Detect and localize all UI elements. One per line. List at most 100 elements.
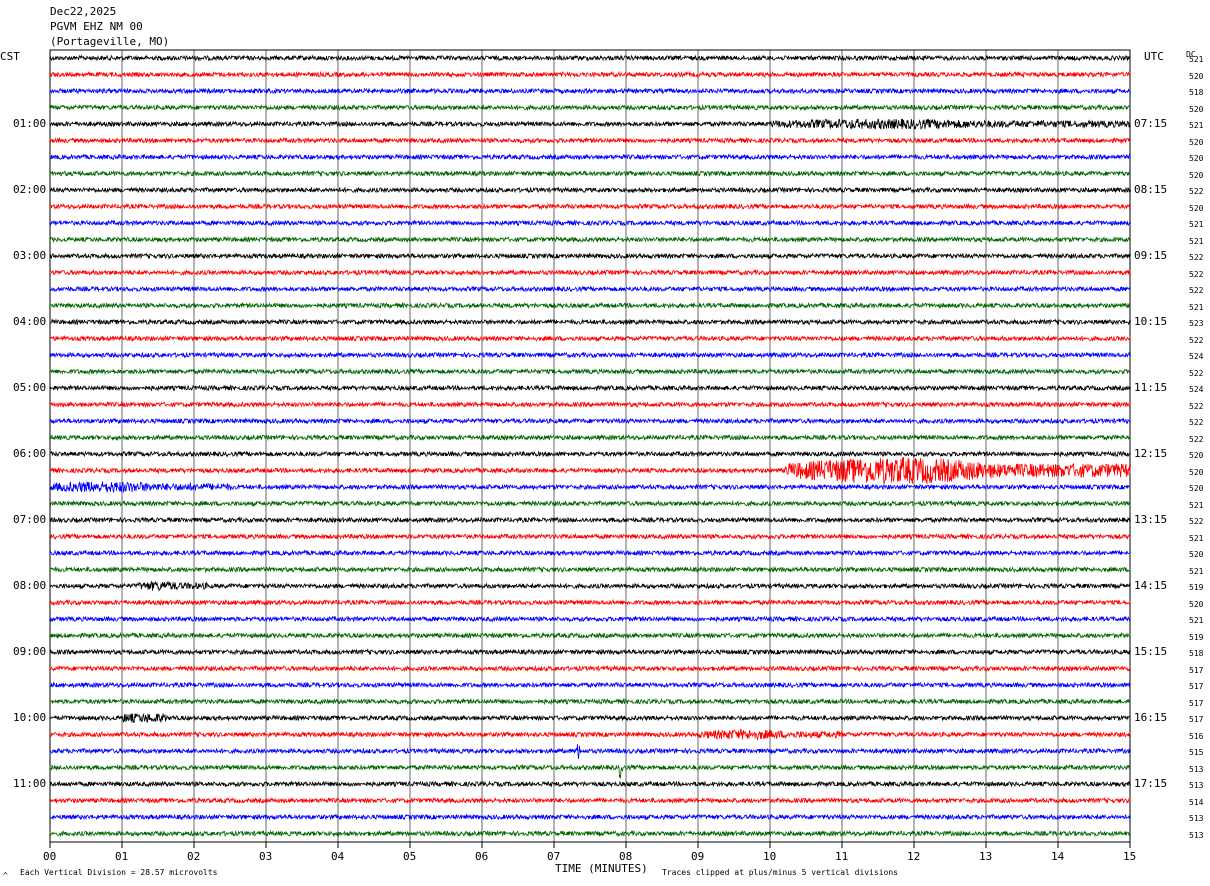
dc-offset-label: 520 [1189,154,1204,163]
trace-47 [49,813,1131,821]
dc-offset-label: 522 [1189,418,1204,427]
dc-offset-label: 520 [1189,170,1204,180]
dc-offset-label: 518 [1189,649,1204,658]
right-hour-label: 12:15 [1134,447,1168,460]
dc-offset-label: 515 [1189,748,1204,757]
dc-offset-label: 524 [1189,385,1204,394]
trace-45 [49,780,1131,788]
x-tick-label-01: 01 [115,850,129,863]
x-axis-label: TIME (MINUTES) [555,862,648,875]
trace-2 [49,70,1131,79]
dc-offset-label: 520 [1189,203,1204,213]
dc-offset-label: 521 [1189,55,1204,64]
trace-18 [49,334,1131,343]
left-hour-label: 09:00 [13,645,47,658]
trace-37 [49,648,1131,656]
left-hour-label: 10:00 [13,711,47,724]
x-tick-label-02: 02 [187,850,201,863]
corner-mark: ^ [3,871,8,880]
trace-12 [49,235,1131,244]
x-tick-label-07: 07 [547,850,561,863]
right-hour-label: 07:15 [1134,117,1168,130]
x-tick-label-14: 14 [1051,850,1065,863]
dc-offset-label: 520 [1189,137,1204,147]
x-tick-label-13: 13 [979,850,993,863]
dc-offset-label: 513 [1189,781,1204,790]
trace-42 [49,728,1131,741]
x-tick-label-10: 10 [763,850,777,863]
minute-gridlines [121,50,1059,842]
left-hour-label: 05:00 [13,381,47,394]
dc-offset-label: 522 [1189,187,1204,196]
trace-29 [49,516,1131,524]
dc-offset-label: 514 [1189,797,1204,807]
scale-note: Each Vertical Division = 28.57 microvolt… [20,868,218,877]
left-hour-label: 08:00 [13,579,47,592]
trace-27 [49,481,1131,493]
dc-offset-label: 520 [1189,599,1204,609]
dc-offset-label: 521 [1189,121,1204,130]
dc-offset-label: 521 [1189,302,1204,312]
dc-offset-label: 522 [1189,517,1204,526]
dc-offset-label: 519 [1189,632,1204,642]
dc-offset-label: 522 [1189,286,1204,295]
dc-offset-label: 521 [1189,533,1204,543]
plot-frame [49,49,1131,843]
trace-41 [49,712,1131,723]
trace-16 [49,301,1131,310]
dc-offset-label: 520 [1189,550,1204,559]
trace-15 [49,285,1131,293]
trace-46 [49,796,1131,805]
trace-43 [49,744,1131,759]
x-tick-label-00: 00 [43,850,57,863]
trace-13 [49,252,1131,260]
right-hour-label: 13:15 [1134,513,1168,526]
trace-38 [49,664,1131,673]
right-hour-label: 16:15 [1134,711,1168,724]
trace-19 [49,351,1131,359]
dc-offset-label: 522 [1189,269,1204,279]
trace-8 [49,169,1131,178]
trace-24 [49,433,1131,442]
x-axis-ticks [49,842,1131,848]
trace-25 [49,450,1131,458]
x-tick-label-11: 11 [835,850,849,863]
trace-35 [49,615,1131,623]
dc-offset-label: 513 [1189,814,1204,823]
x-tick-label-05: 05 [403,850,417,863]
dc-offset-label: 517 [1189,682,1204,691]
dc-offset-label: 520 [1189,467,1204,477]
dc-offset-label: 517 [1189,715,1204,724]
x-tick-label-12: 12 [907,850,921,863]
date-label: Dec22,2025 [50,5,117,18]
dc-header: DC [1186,50,1196,59]
trace-21 [49,384,1131,392]
dc-offset-label: 516 [1189,731,1204,741]
dc-offset-label: 524 [1189,352,1204,361]
trace-48 [49,829,1131,838]
trace-6 [49,136,1131,145]
left-hour-label: 11:00 [13,777,47,790]
trace-11 [49,219,1131,227]
right-hour-label: 15:15 [1134,645,1168,658]
trace-7 [50,153,1131,161]
trace-22 [49,400,1131,409]
left-hour-label: 04:00 [13,315,47,328]
trace-34 [49,598,1131,607]
trace-9 [49,186,1131,194]
dc-offset-label: 522 [1189,335,1204,345]
left-timezone-label: CST [0,50,20,63]
trace-17 [49,318,1131,326]
dc-offset-label: 517 [1189,698,1204,708]
dc-offset-label: 520 [1189,451,1204,460]
dc-offset-label: 522 [1189,253,1204,262]
dc-offset-label: 520 [1189,71,1204,81]
dc-offset-label: 523 [1189,319,1204,328]
dc-offset-label: 521 [1189,220,1204,229]
trace-4 [49,103,1131,112]
trace-44 [49,763,1131,779]
trace-33 [49,580,1131,592]
left-hour-label: 01:00 [13,117,47,130]
dc-offset-label: 520 [1189,104,1204,114]
